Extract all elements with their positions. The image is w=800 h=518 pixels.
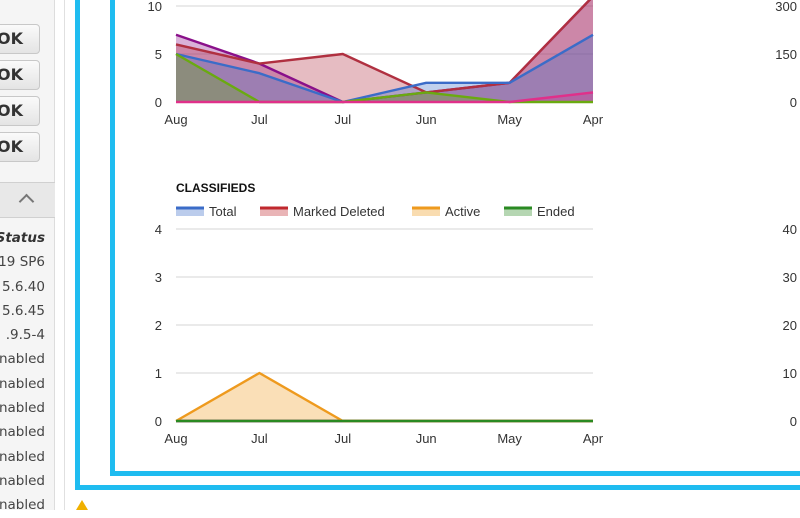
x-tick-label: Jul [334,112,351,127]
right-y-tick-label: 20 [783,318,797,333]
status-value: 5.6.45 [2,302,45,319]
status-value: nabled [0,400,45,417]
status-value: nabled [0,424,45,441]
right-y-tick-label: 300 [775,0,797,14]
series-line [176,91,594,104]
content-divider [64,0,65,510]
ok-button[interactable]: OK [0,132,40,162]
status-value: nabled [0,497,45,514]
ok-button[interactable]: OK [0,24,40,54]
y-tick-label: 3 [155,270,162,285]
x-tick-label: Apr [583,431,604,446]
right-y-tick-label: 40 [783,222,797,237]
right-y-tick-label: 0 [790,95,797,110]
y-tick-label: 1 [155,366,162,381]
series-area [176,0,593,102]
collapse-panel-header[interactable] [0,182,55,218]
legend-swatch [504,207,532,216]
status-value: nabled [0,375,45,392]
y-tick-label: 0 [155,95,162,110]
y-tick-label: 4 [155,222,162,237]
plot-area [175,0,594,104]
status-value: nabled [0,472,45,489]
legend-label: Active [445,204,480,219]
x-tick-label: May [497,112,522,127]
legend-label: Ended [537,204,575,219]
right-y-tick-label: 0 [790,414,797,429]
right-y-tick-label: 30 [783,270,797,285]
right-y-tick-label: 10 [783,366,797,381]
series-area [176,54,593,102]
right-y-tick-label: 150 [775,47,797,62]
status-value: nabled [0,448,45,465]
status-column-header: Status [0,230,45,246]
series-line [175,52,593,104]
x-tick-label: Jun [416,112,437,127]
dashboard-frame-inner [110,0,800,476]
ok-button[interactable]: OK [0,60,40,90]
x-tick-label: Aug [164,431,187,446]
legend-label: Marked Deleted [293,204,385,219]
chart-title: CLASSIFIEDS [176,181,255,195]
series-area [176,373,593,421]
dashboard-frame-outer [75,0,800,490]
legend-swatch [260,207,288,216]
x-tick-label: Jul [251,431,268,446]
legend-label: Total [209,204,237,219]
status-value: nabled [0,351,45,368]
x-tick-label: Jul [251,112,268,127]
x-tick-label: Apr [583,112,604,127]
chart-legend: Total Marked Deleted Active Ended [176,204,575,219]
status-list: Status 19 SP6 5.6.40 5.6.45 .9.5-4 nable… [0,226,45,518]
legend-swatch [412,207,440,216]
sidebar: OK OK OK OK Status 19 SP6 5.6.40 5.6.45 … [0,0,55,513]
x-tick-label: Aug [164,112,187,127]
status-value: 5.6.40 [2,278,45,295]
status-value: .9.5-4 [5,327,45,344]
y-tick-label: 5 [155,47,162,62]
y-tick-label: 10 [148,0,162,14]
x-tick-label: Jul [334,431,351,446]
legend-swatch [176,207,204,216]
y-tick-label: 0 [155,414,162,429]
x-tick-label: May [497,431,522,446]
ok-button[interactable]: OK [0,96,40,126]
plot-area [175,371,593,423]
listings-area-chart: 0 5 10 0 150 300 Aug Jul Jul Jun May Apr [148,0,797,127]
y-tick-label: 2 [155,318,162,333]
series-area [176,0,593,102]
x-tick-label: Jun [416,431,437,446]
warning-icon [76,500,88,510]
series-line [175,0,592,94]
classifieds-area-chart: CLASSIFIEDS Total Marked Deleted Active End… [155,181,797,446]
status-value: 19 SP6 [0,254,45,271]
series-line [175,33,594,104]
